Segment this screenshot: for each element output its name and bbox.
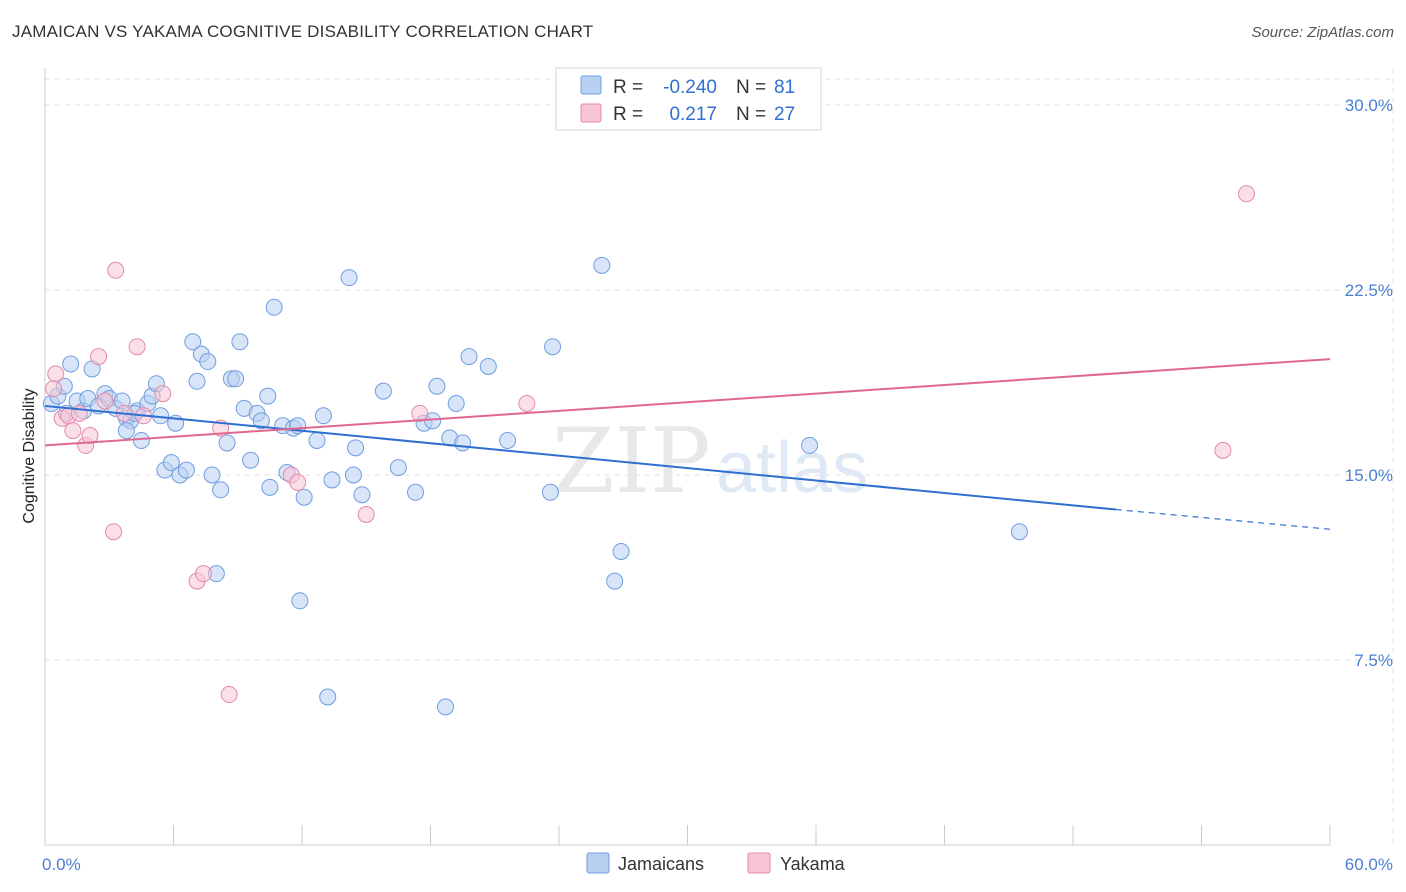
x-tick-label: 0.0% [42, 855, 81, 874]
yakama-point [1214, 441, 1232, 459]
chart-title: JAMAICAN VS YAKAMA COGNITIVE DISABILITY … [12, 22, 594, 41]
series-legend-label-yakama: Yakama [780, 854, 846, 874]
yakama-point [107, 261, 125, 279]
legend-r-label-jamaicans: R = [613, 77, 643, 98]
jamaican-point [218, 434, 236, 452]
jamaican-point [428, 377, 446, 395]
legend-n-label-yakama: N = [736, 104, 766, 125]
jamaican-point [436, 698, 454, 716]
jamaican-point [344, 466, 362, 484]
jamaican-point [162, 454, 180, 472]
yakama-point [105, 523, 123, 541]
jamaican-point [259, 387, 277, 405]
jamaican-point [227, 370, 245, 388]
watermark: ZIP atlas [552, 409, 868, 514]
jamaican-point [62, 355, 80, 373]
yakama-point [194, 565, 212, 583]
yakama-trend-line [44, 358, 1331, 447]
jamaican-point [1010, 523, 1028, 541]
jamaican-point [374, 382, 392, 400]
yakama-point [220, 686, 238, 704]
jamaican-trend-line [44, 404, 1116, 511]
jamaican-point [612, 542, 630, 560]
jamaican-trend-extension [1115, 508, 1331, 530]
jamaican-point [454, 434, 472, 452]
series-legend: Jamaicans Yakama [586, 852, 846, 874]
jamaican-point [479, 357, 497, 375]
legend-n-label-jamaicans: N = [736, 77, 766, 98]
legend-n-value-jamaicans: 81 [774, 77, 795, 98]
watermark-zip: ZIP [552, 409, 711, 514]
yakama-point [81, 427, 99, 445]
jamaican-point [544, 338, 562, 356]
jamaican-point [499, 431, 517, 449]
yakama-point [64, 422, 82, 440]
jamaican-point [319, 688, 337, 706]
jamaican-point [314, 407, 332, 425]
jamaican-point [265, 298, 283, 316]
jamaican-point [295, 488, 313, 506]
jamaican-point [308, 431, 326, 449]
yakama-point [289, 473, 307, 491]
yakama-point [1237, 185, 1255, 203]
jamaican-point [801, 436, 819, 454]
jamaican-point [177, 461, 195, 479]
legend-r-value-yakama: 0.217 [669, 104, 717, 125]
legend-r-value-jamaicans: -0.240 [663, 77, 717, 98]
jamaican-point [184, 333, 202, 351]
y-tick-label: 30.0% [1345, 96, 1393, 115]
jamaican-point [212, 481, 230, 499]
legend-n-value-yakama: 27 [774, 104, 795, 125]
legend-swatch-jamaicans [580, 75, 602, 95]
jamaican-point [541, 483, 559, 501]
legend-swatch-yakama [580, 103, 602, 123]
jamaican-point [606, 572, 624, 590]
yakama-point [45, 380, 63, 398]
series-legend-label-jamaicans: Jamaicans [618, 854, 704, 874]
jamaican-point [447, 394, 465, 412]
jamaican-point [132, 431, 150, 449]
jamaican-point [188, 372, 206, 390]
yakama-point [96, 392, 114, 410]
legend-r-label-yakama: R = [613, 104, 643, 125]
jamaican-point [460, 348, 478, 366]
jamaican-point [407, 483, 425, 501]
jamaican-point [389, 459, 407, 477]
trend-lines [44, 358, 1331, 530]
yakama-point [518, 394, 536, 412]
jamaican-point [291, 592, 309, 610]
jamaican-point [242, 451, 260, 469]
jamaican-point [231, 333, 249, 351]
y-axis-label: Cognitive Disability [21, 388, 38, 523]
source-label: Source: ZipAtlas.com [1251, 24, 1394, 41]
jamaican-point [353, 486, 371, 504]
jamaican-point [252, 412, 270, 430]
jamaican-point [323, 471, 341, 489]
jamaican-point [199, 353, 217, 371]
y-tick-label: 15.0% [1345, 466, 1393, 485]
jamaican-point [347, 439, 365, 457]
watermark-atlas: atlas [716, 428, 868, 508]
yakama-point [154, 385, 172, 403]
yakama-point [411, 404, 429, 422]
correlation-legend: R = -0.240 N = 81 R = 0.217 N = 27 [555, 67, 822, 131]
jamaican-point [203, 466, 221, 484]
series-legend-swatch-yakama [747, 852, 771, 874]
yakama-point [357, 505, 375, 523]
jamaican-point [340, 269, 358, 287]
y-tick-label: 7.5% [1354, 651, 1393, 670]
jamaican-point [117, 422, 135, 440]
yakama-point [90, 348, 108, 366]
yakama-point [128, 338, 146, 356]
jamaican-point [261, 478, 279, 496]
tick-labels: 7.5% 15.0% 22.5% 30.0% 0.0% 60.0% [42, 96, 1393, 874]
jamaican-point [593, 256, 611, 274]
yakama-point [47, 365, 65, 383]
axes [44, 68, 1331, 846]
y-tick-label: 22.5% [1345, 281, 1393, 300]
series-legend-swatch-jamaicans [586, 852, 610, 874]
x-tick-label: 60.0% [1345, 855, 1393, 874]
